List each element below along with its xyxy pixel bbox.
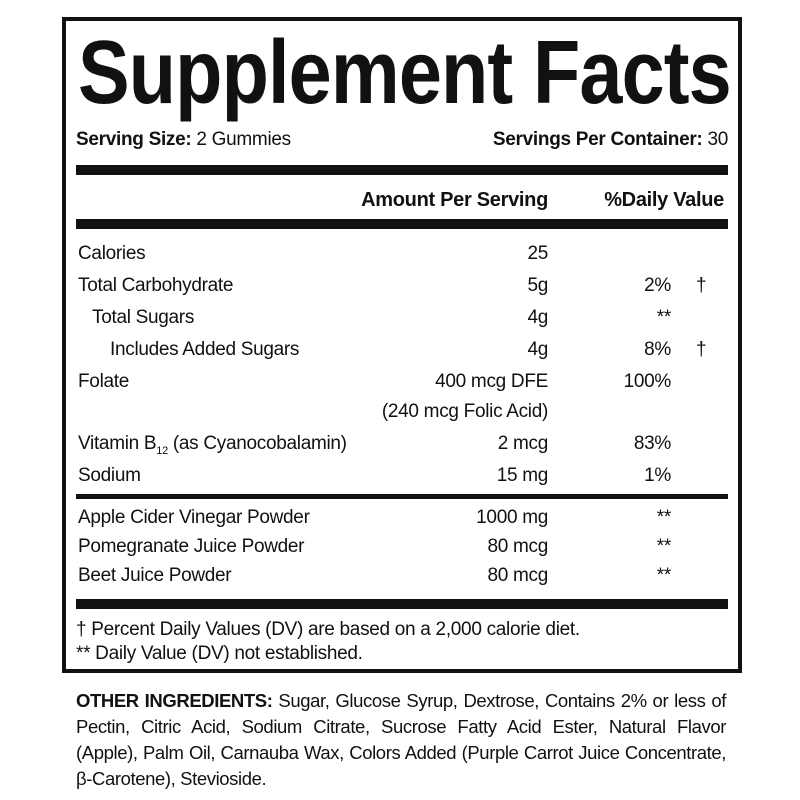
supplement-facts-panel: Supplement Facts Serving Size: 2 Gummies… — [62, 17, 742, 673]
footnote-dv: † Percent Daily Values (DV) are based on… — [76, 619, 580, 640]
thick-divider — [76, 165, 728, 175]
daily-value-header: %Daily Value — [604, 189, 724, 211]
other-ingredients-label: OTHER INGREDIENTS: — [76, 690, 273, 711]
amount-per-serving-header: Amount Per Serving — [361, 189, 548, 211]
nutrient-amount: 15 mg — [496, 465, 549, 486]
ingredient-row: Pomegranate Juice Powder 80 mcg ** — [66, 536, 738, 558]
nutrient-dv: 2% — [644, 275, 671, 296]
nutrient-label-subscript: 12 — [156, 444, 168, 457]
nutrient-label: Calories — [78, 243, 146, 264]
nutrient-amount-note: (240 mcg Folic Acid) — [381, 401, 548, 422]
ingredient-label: Beet Juice Powder — [78, 565, 232, 586]
thick-divider — [76, 599, 728, 609]
ingredient-amount: 1000 mg — [476, 507, 548, 528]
nutrient-amount: 4g — [527, 307, 548, 328]
nutrient-label: Total Sugars — [92, 307, 195, 328]
thick-divider — [76, 219, 728, 229]
nutrient-amount: 25 — [527, 243, 548, 264]
nutrient-amount: 400 mcg DFE — [435, 371, 548, 392]
serving-size-label: Serving Size: — [76, 129, 192, 150]
ingredient-label: Apple Cider Vinegar Powder — [78, 507, 310, 528]
nutrient-label-rest: (as Cyanocobalamin) — [167, 433, 347, 454]
other-ingredients: OTHER INGREDIENTS: Sugar, Glucose Syrup,… — [76, 688, 726, 792]
nutrient-dv: 8% — [644, 339, 671, 360]
ingredient-row: Beet Juice Powder 80 mcg ** — [66, 565, 738, 587]
ingredient-label: Pomegranate Juice Powder — [78, 536, 305, 557]
ingredient-dv: ** — [656, 565, 672, 586]
nutrient-dv: 83% — [633, 433, 671, 454]
nutrient-label: Includes Added Sugars — [110, 339, 300, 360]
servings-per-container-label: Servings Per Container: — [492, 129, 703, 150]
ingredient-row: Apple Cider Vinegar Powder 1000 mg ** — [66, 507, 738, 529]
panel-title: Supplement Facts — [78, 23, 732, 123]
dagger-mark: † — [696, 275, 707, 296]
footnote-not-established: ** Daily Value (DV) not established. — [76, 643, 363, 664]
nutrient-row: Vitamin B12 (as Cyanocobalamin) 2 mcg 83… — [66, 433, 738, 457]
nutrient-row: (240 mcg Folic Acid) — [66, 401, 738, 423]
medium-divider — [76, 494, 728, 499]
ingredient-amount: 80 mcg — [487, 565, 548, 586]
servings-per-container-value: 30 — [707, 129, 728, 150]
nutrient-dv: ** — [656, 307, 672, 328]
nutrient-label: Total Carbohydrate — [78, 275, 234, 296]
ingredient-dv: ** — [656, 536, 672, 557]
nutrient-amount: 4g — [527, 339, 548, 360]
nutrient-dv: 100% — [623, 371, 672, 392]
nutrient-row: Total Sugars 4g ** — [66, 307, 738, 329]
serving-size: Serving Size: 2 Gummies — [76, 129, 291, 151]
nutrient-label-main: Vitamin B — [78, 433, 157, 454]
nutrient-row: Includes Added Sugars 4g 8% † — [66, 339, 738, 361]
other-ingredients-text: Sugar, Glucose Syrup, Dextrose, Contains… — [76, 690, 727, 789]
dagger-mark: † — [696, 339, 707, 360]
nutrient-dv: 1% — [644, 465, 671, 486]
servings-per-container: Servings Per Container: 30 — [493, 129, 728, 151]
nutrient-row: Total Carbohydrate 5g 2% † — [66, 275, 738, 297]
nutrient-label: Folate — [78, 371, 130, 392]
nutrient-row: Calories 25 — [66, 243, 738, 265]
nutrient-amount: 5g — [527, 275, 548, 296]
serving-size-value: 2 Gummies — [196, 129, 291, 150]
ingredient-dv: ** — [656, 507, 672, 528]
nutrient-label: Vitamin B12 (as Cyanocobalamin) — [78, 433, 347, 462]
nutrient-label: Sodium — [78, 465, 141, 486]
ingredient-amount: 80 mcg — [487, 536, 548, 557]
nutrient-row: Folate 400 mcg DFE 100% — [66, 371, 738, 393]
nutrient-amount: 2 mcg — [497, 433, 549, 454]
nutrient-row: Sodium 15 mg 1% — [66, 465, 738, 487]
